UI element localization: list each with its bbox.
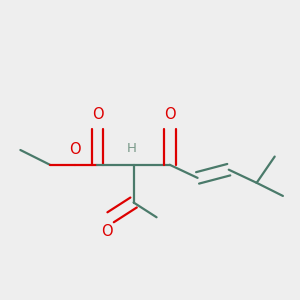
Text: H: H <box>127 142 137 155</box>
Text: O: O <box>92 107 103 122</box>
Text: O: O <box>164 107 176 122</box>
Text: O: O <box>101 224 113 239</box>
Text: O: O <box>69 142 80 157</box>
